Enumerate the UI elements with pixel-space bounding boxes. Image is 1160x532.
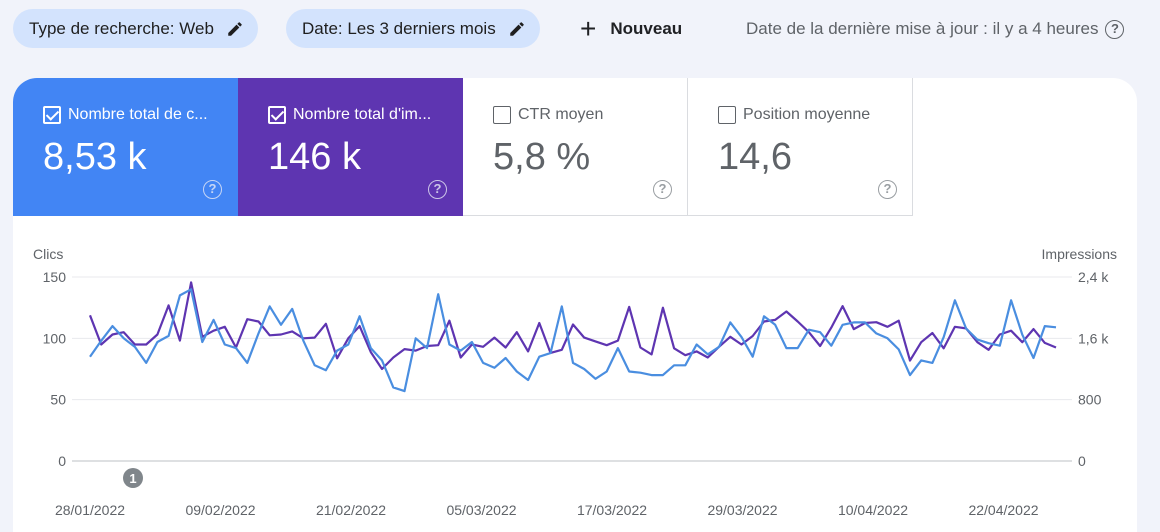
help-icon[interactable]: ?	[653, 180, 672, 199]
metric-card-clicks[interactable]: Nombre total de c... 8,53 k ?	[13, 78, 238, 216]
annotation-label: 1	[129, 471, 136, 486]
x-tick-label: 05/03/2022	[446, 502, 516, 518]
checkbox-checked-icon[interactable]	[268, 106, 286, 124]
new-filter-button[interactable]: + Nouveau	[580, 12, 682, 46]
right-tick-label: 2,4 k	[1078, 269, 1109, 285]
toolbar: Type de recherche: Web Date: Les 3 derni…	[0, 0, 1160, 60]
metric-card-impressions[interactable]: Nombre total d'im... 146 k ?	[238, 78, 463, 216]
last-update-text: Date de la dernière mise à jour : il y a…	[746, 19, 1099, 38]
plus-icon: +	[580, 13, 597, 44]
right-axis-label: Impressions	[1042, 246, 1117, 262]
search-type-filter-label: Type de recherche: Web	[29, 18, 214, 38]
metric-card-value: 5,8 %	[493, 136, 591, 178]
help-icon[interactable]: ?	[428, 180, 447, 199]
last-update-info: Date de la dernière mise à jour : il y a…	[746, 19, 1125, 39]
left-axis-label: Clics	[33, 246, 63, 262]
metric-card-header: Nombre total d'im...	[268, 106, 453, 124]
x-tick-label: 29/03/2022	[707, 502, 777, 518]
right-tick-label: 1,6 k	[1078, 330, 1109, 346]
metric-card-ctr[interactable]: CTR moyen 5,8 % ?	[463, 78, 688, 216]
checkbox-unchecked-icon[interactable]	[718, 106, 736, 124]
metric-card-header: CTR moyen	[493, 106, 678, 124]
help-icon[interactable]: ?	[878, 180, 897, 199]
left-tick-label: 50	[50, 392, 66, 408]
edit-icon	[509, 21, 524, 36]
performance-panel: Nombre total de c... 8,53 k ? Nombre tot…	[13, 78, 1137, 532]
help-icon[interactable]: ?	[1105, 19, 1125, 39]
left-tick-label: 0	[58, 453, 66, 469]
help-icon[interactable]: ?	[203, 180, 222, 199]
metric-card-value: 14,6	[718, 136, 792, 178]
checkbox-unchecked-icon[interactable]	[493, 106, 511, 124]
annotation-marker[interactable]	[123, 468, 143, 488]
series-line-impressions[interactable]	[88, 281, 1057, 371]
right-tick-label: 800	[1078, 392, 1102, 408]
date-filter-chip[interactable]: Date: Les 3 derniers mois	[286, 9, 540, 48]
metric-card-value: 146 k	[268, 136, 361, 178]
x-tick-label: 10/04/2022	[838, 502, 908, 518]
x-tick-label: 22/04/2022	[968, 502, 1038, 518]
x-tick-label: 17/03/2022	[577, 502, 647, 518]
x-tick-label: 21/02/2022	[316, 502, 386, 518]
right-tick-label: 0	[1078, 453, 1086, 469]
search-type-filter-chip[interactable]: Type de recherche: Web	[13, 9, 258, 48]
left-tick-label: 150	[43, 269, 67, 285]
series-line-clicks[interactable]	[89, 288, 1057, 393]
new-filter-label: Nouveau	[610, 19, 683, 38]
metric-card-header: Nombre total de c...	[43, 106, 228, 124]
left-tick-label: 100	[43, 330, 67, 346]
edit-icon	[228, 21, 242, 36]
metric-card-position[interactable]: Position moyenne 14,6 ?	[688, 78, 913, 216]
metric-card-value: 8,53 k	[43, 136, 147, 178]
x-tick-label: 09/02/2022	[185, 502, 255, 518]
metric-card-header: Position moyenne	[718, 106, 903, 124]
date-filter-label: Date: Les 3 derniers mois	[302, 18, 496, 38]
checkbox-checked-icon[interactable]	[43, 106, 61, 124]
x-tick-label: 28/01/2022	[55, 502, 125, 518]
